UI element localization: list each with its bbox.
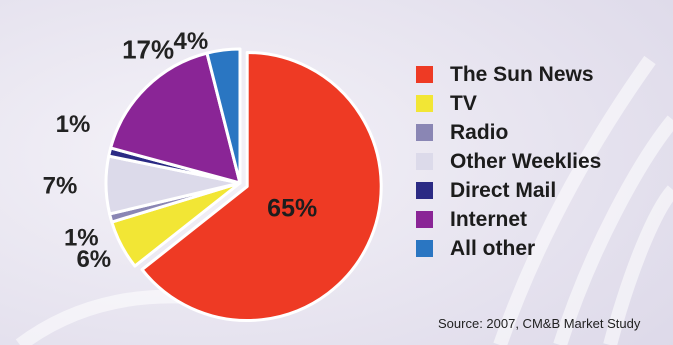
source-note: Source: 2007, CM&B Market Study bbox=[438, 316, 641, 331]
legend-item: Other Weeklies bbox=[416, 147, 601, 176]
pie-slice bbox=[109, 51, 242, 185]
data-label: 6% bbox=[76, 246, 111, 273]
data-label: 1% bbox=[64, 225, 99, 252]
legend-item: Internet bbox=[416, 205, 601, 234]
pie-slice bbox=[205, 47, 242, 185]
data-label: 17% bbox=[122, 35, 174, 65]
data-label: 4% bbox=[174, 28, 209, 55]
legend-label: Radio bbox=[450, 120, 509, 144]
legend-swatch bbox=[416, 211, 433, 228]
legend-label: Direct Mail bbox=[450, 178, 557, 202]
legend-item: The Sun News bbox=[416, 60, 601, 89]
legend: The Sun News TV Radio Other Weeklies Dir… bbox=[416, 60, 601, 263]
data-label: 1% bbox=[56, 111, 91, 138]
legend-label: All other bbox=[450, 236, 536, 260]
legend-swatch bbox=[416, 124, 433, 141]
legend-item: Direct Mail bbox=[416, 176, 601, 205]
legend-label: TV bbox=[450, 91, 477, 115]
legend-item: Radio bbox=[416, 118, 601, 147]
legend-label: Other Weeklies bbox=[450, 149, 602, 173]
data-label: 65% bbox=[267, 194, 317, 222]
legend-swatch bbox=[416, 95, 433, 112]
legend-item: TV bbox=[416, 89, 601, 118]
legend-item: All other bbox=[416, 234, 601, 263]
legend-swatch bbox=[416, 182, 433, 199]
legend-label: The Sun News bbox=[450, 62, 594, 86]
legend-swatch bbox=[416, 66, 433, 83]
legend-label: Internet bbox=[450, 207, 528, 231]
pie-slice bbox=[140, 50, 383, 322]
data-label: 7% bbox=[43, 172, 78, 199]
legend-swatch bbox=[416, 240, 433, 257]
legend-swatch bbox=[416, 153, 433, 170]
